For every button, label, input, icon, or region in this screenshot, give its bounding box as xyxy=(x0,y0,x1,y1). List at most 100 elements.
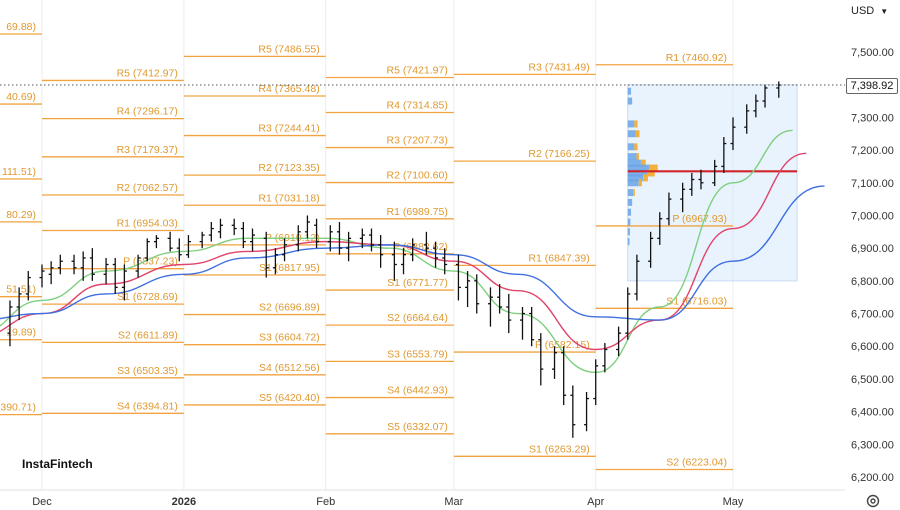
y-tick-3: 6,500.00 xyxy=(851,374,894,386)
pivot-label-2-0: R5 (7486.55) xyxy=(258,43,319,55)
volume-row-orange-3 xyxy=(635,130,640,138)
pivot-label-0-5: 19.89) xyxy=(6,327,36,339)
volume-row-blue-15 xyxy=(627,228,630,236)
ohlc-bar-41 xyxy=(410,238,416,262)
pivot-label-4-4: S1 (6263.29) xyxy=(529,443,590,455)
ohlc-bar-6 xyxy=(39,264,45,288)
volume-row-blue-10 xyxy=(627,179,639,187)
ohlc-bar-17 xyxy=(153,235,159,249)
volume-row-blue-1 xyxy=(627,97,633,105)
y-tick-10: 7,200.00 xyxy=(851,145,894,157)
volume-row-blue-6 xyxy=(627,159,641,167)
volume-row-blue-7 xyxy=(627,164,650,172)
volume-row-blue-5 xyxy=(627,153,637,161)
ohlc-bar-61 xyxy=(625,287,631,340)
y-tick-4: 6,600.00 xyxy=(851,341,894,353)
y-tick-5: 6,700.00 xyxy=(851,309,894,321)
ohlc-bar-24 xyxy=(231,218,237,236)
pivot-label-3-0: R5 (7421.97) xyxy=(387,65,448,77)
pivot-label-0-2: 111.51) xyxy=(2,166,36,178)
ohlc-bar-58 xyxy=(593,359,599,406)
pivot-label-5-0: R1 (7460.92) xyxy=(666,52,727,64)
ohlc-bar-57 xyxy=(584,392,590,432)
ohlc-bar-12 xyxy=(103,257,109,285)
pivot-label-2-9: S4 (6512.56) xyxy=(259,362,320,374)
pivot-label-0-0: 69.88) xyxy=(6,21,36,33)
pivot-label-1-2: R3 (7179.37) xyxy=(117,144,178,156)
ohlc-bar-32 xyxy=(314,218,320,249)
pivot-label-3-4: R1 (6989.75) xyxy=(387,206,448,218)
ohlc-bar-40 xyxy=(401,248,407,275)
pivot-label-3-2: R3 (7207.73) xyxy=(387,135,448,147)
volume-row-blue-11 xyxy=(627,189,634,197)
pivot-label-1-3: R2 (7062.57) xyxy=(117,182,178,194)
ohlc-bar-39 xyxy=(391,241,397,281)
y-tick-6: 6,800.00 xyxy=(851,276,894,288)
ohlc-bar-27 xyxy=(263,231,269,278)
volume-row-orange-7 xyxy=(649,164,658,172)
pivot-label-0-6: 390.71) xyxy=(0,402,36,414)
pivot-label-3-3: R2 (7100.60) xyxy=(387,170,448,182)
y-tick-0: 6,200.00 xyxy=(851,472,894,484)
volume-row-orange-8 xyxy=(647,169,655,177)
volume-row-orange-6 xyxy=(640,159,646,167)
ohlc-bar-19 xyxy=(176,238,182,262)
ohlc-bar-67 xyxy=(689,172,695,196)
y-tick-11: 7,300.00 xyxy=(851,112,894,124)
pivot-label-4-0: R3 (7431.49) xyxy=(528,61,589,73)
ohlc-bar-11 xyxy=(89,248,95,281)
x-tick-apr: Apr xyxy=(587,496,604,508)
x-axis: Dec 2026 Feb Mar Apr May xyxy=(32,496,744,508)
pivot-label-1-0: R5 (7412.97) xyxy=(117,67,178,79)
pivot-label-1-9: S4 (6394.81) xyxy=(117,400,178,412)
ohlc-bar-63 xyxy=(648,231,654,268)
pivot-label-2-10: S5 (6420.40) xyxy=(259,392,320,404)
ohlc-bar-66 xyxy=(680,182,686,213)
ohlc-bar-34 xyxy=(336,222,342,255)
ohlc-bar-10 xyxy=(80,251,86,281)
ohlc-bar-51 xyxy=(519,307,525,340)
settings-gear-icon[interactable] xyxy=(865,493,881,509)
currency-selector[interactable]: USD ▼ xyxy=(847,2,897,20)
pivot-levels: 69.88)40.69)111.51)80.29)51.51)19.89)390… xyxy=(0,21,733,471)
pivot-label-3-8: S3 (6553.79) xyxy=(387,348,448,360)
pivot-label-0-3: 80.29) xyxy=(6,209,36,221)
ohlc-bar-42 xyxy=(423,231,429,255)
ohlc-bar-31 xyxy=(304,215,310,239)
pivot-label-3-6: S1 (6771.77) xyxy=(387,277,448,289)
chevron-down-icon: ▼ xyxy=(880,6,889,16)
pivot-label-1-8: S3 (6503.35) xyxy=(117,365,178,377)
pivot-label-1-1: R4 (7296.17) xyxy=(117,106,178,118)
pivot-label-3-9: S4 (6442.93) xyxy=(387,385,448,397)
ohlc-bar-28 xyxy=(272,248,278,275)
ohlc-bar-38 xyxy=(378,235,384,268)
ohlc-bar-33 xyxy=(327,225,333,252)
ohlc-bar-3 xyxy=(7,300,13,347)
ohlc-bar-21 xyxy=(199,231,205,249)
ohlc-bar-7 xyxy=(48,261,54,285)
ohlc-bar-68 xyxy=(698,169,704,190)
volume-row-orange-4 xyxy=(634,143,638,151)
pivot-label-1-4: R1 (6954.03) xyxy=(117,217,178,229)
y-tick-7: 6,900.00 xyxy=(851,243,894,255)
pivot-label-3-1: R4 (7314.85) xyxy=(387,100,448,112)
ohlc-bar-49 xyxy=(497,284,503,314)
ohlc-bar-30 xyxy=(295,225,301,252)
ohlc-bar-26 xyxy=(250,228,256,252)
ohlc-bar-50 xyxy=(506,293,512,334)
ohlc-bar-8 xyxy=(57,254,63,275)
ohlc-bar-35 xyxy=(346,231,352,262)
brand-logo-text: InstaFintech xyxy=(22,457,93,471)
ma-line-fast xyxy=(0,129,793,374)
pivot-label-1-6: S1 (6728.69) xyxy=(117,291,178,303)
pivot-label-2-4: R1 (7031.18) xyxy=(258,192,319,204)
volume-row-blue-14 xyxy=(627,218,631,226)
pivot-label-4-1: R2 (7166.25) xyxy=(528,148,589,160)
ohlc-bar-47 xyxy=(474,274,480,314)
y-tick-1: 6,300.00 xyxy=(851,439,894,451)
ohlc-bar-14 xyxy=(121,264,127,301)
pivot-label-5-3: S2 (6223.04) xyxy=(666,456,727,468)
last-price-badge: 7,398.92 xyxy=(846,78,898,94)
y-tick-2: 6,400.00 xyxy=(851,407,894,419)
